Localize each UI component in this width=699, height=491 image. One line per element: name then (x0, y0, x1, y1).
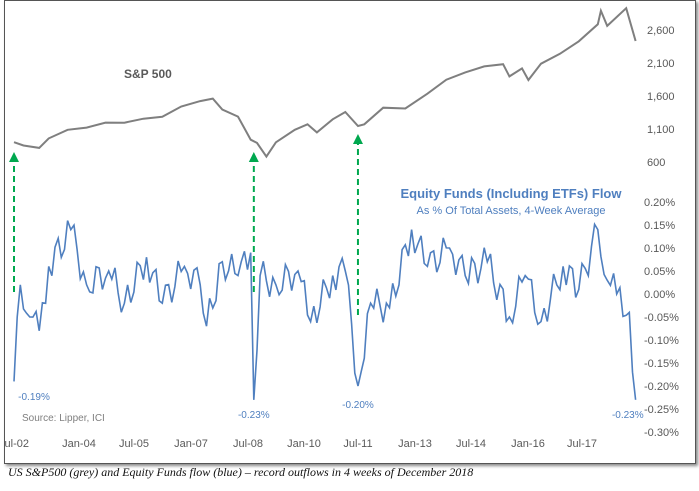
sp500-y-tick: 2,100 (647, 58, 675, 70)
chart-frame (4, 0, 696, 464)
flow-line (13, 220, 637, 400)
uptrend-arrowhead (248, 152, 259, 162)
chart-svg: 2,600 2,100 1,600 1,100 600 S&P 500 0.20% 0.15%… (4, 6, 679, 450)
flow-trough-label: -0.20% (342, 400, 374, 411)
flow-y-tick: 0.20% (644, 197, 675, 209)
uptrend-arrowhead (352, 134, 363, 144)
flow-y-tick: -0.10% (644, 335, 679, 347)
x-tick-label: Jul-17 (567, 438, 597, 450)
flow-subtitle: As % Of Total Assets, 4-Week Average (417, 205, 606, 217)
x-tick-label: Jul-02 (4, 438, 29, 450)
flow-y-tick: -0.05% (644, 312, 679, 324)
sp500-y-tick: 1,600 (647, 91, 675, 103)
x-tick-label: Jul-14 (456, 438, 486, 450)
flow-trough-label: -0.23% (612, 410, 644, 421)
flow-title: Equity Funds (Including ETFs) Flow (401, 186, 623, 201)
flow-y-tick: -0.30% (644, 427, 679, 439)
source-note: Source: Lipper, ICI (22, 413, 105, 424)
flow-y-tick: 0.00% (644, 289, 675, 301)
flow-y-tick: -0.20% (644, 381, 679, 393)
sp500-line (13, 6, 637, 159)
uptrend-arrowhead (9, 152, 19, 162)
x-tick-label: Jan-07 (174, 438, 208, 450)
x-tick-label: Jul-08 (233, 438, 263, 450)
sp500-y-tick: 1,100 (647, 124, 675, 136)
sp500-y-tick: 600 (647, 157, 665, 169)
flow-y-tick: 0.05% (644, 266, 675, 278)
flow-y-tick: 0.15% (644, 220, 675, 232)
figure-caption: US S&P500 (grey) and Equity Funds flow (… (8, 465, 474, 479)
sp500-y-tick: 2,600 (647, 25, 675, 37)
x-tick-label: Jan-10 (287, 438, 321, 450)
x-tick-label: Jan-04 (62, 438, 96, 450)
flow-y-tick: -0.15% (644, 358, 679, 370)
sp500-series-label: S&P 500 (124, 67, 172, 81)
flow-y-tick: 0.10% (644, 243, 675, 255)
flow-trough-label: -0.23% (238, 410, 270, 421)
x-tick-label: Jan-16 (511, 438, 545, 450)
flow-y-tick: -0.25% (644, 404, 679, 416)
x-tick-label: Jul-11 (343, 438, 372, 450)
x-tick-label: Jan-13 (398, 438, 432, 450)
flow-trough-label: -0.19% (18, 392, 50, 403)
x-tick-label: Jul-05 (119, 438, 149, 450)
